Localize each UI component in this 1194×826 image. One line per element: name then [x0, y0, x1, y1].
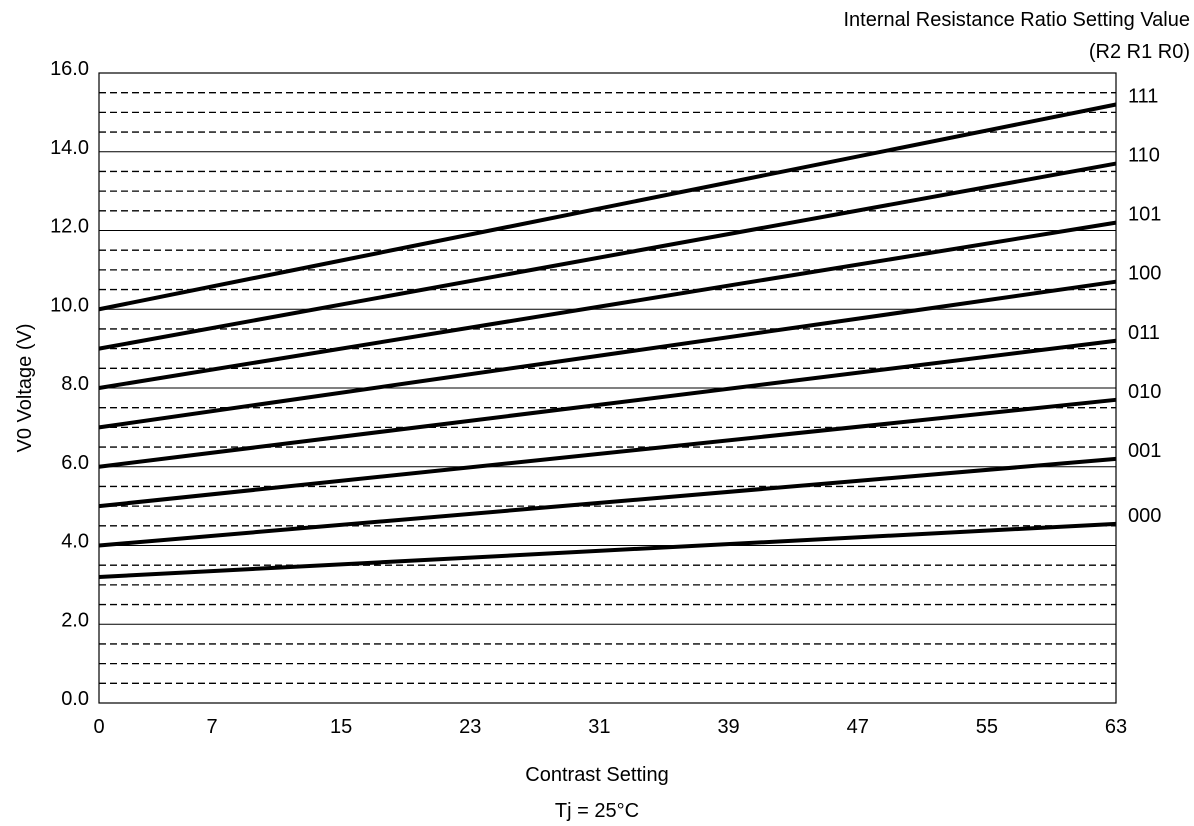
condition-note: Tj = 25°C [555, 800, 639, 822]
legend-label-111: 111 [1128, 86, 1158, 108]
x-tick-label: 47 [847, 716, 869, 738]
legend-label-000: 000 [1128, 505, 1161, 527]
y-tick-label: 10.0 [50, 294, 89, 316]
series-line-011 [98, 338, 1117, 469]
x-tick-label: 63 [1105, 716, 1127, 738]
y-tick-label: 2.0 [61, 609, 89, 631]
y-axis-label: V0 Voltage (V) [14, 324, 36, 453]
series-line-001 [98, 456, 1117, 548]
y-tick-label: 6.0 [61, 452, 89, 474]
y-tick-label: 16.0 [50, 58, 89, 80]
x-axis-label: Contrast Setting [525, 764, 668, 786]
x-tick-label: 23 [459, 716, 481, 738]
legend-label-010: 010 [1128, 381, 1161, 403]
y-tick-label: 8.0 [61, 373, 89, 395]
x-tick-label: 0 [93, 716, 104, 738]
legend-label-100: 100 [1128, 263, 1161, 285]
series-line-100 [98, 279, 1117, 430]
series-lines [98, 102, 1117, 579]
series-line-000 [98, 521, 1117, 579]
x-tick-label: 39 [717, 716, 739, 738]
y-tick-labels: 0.0 2.0 4.0 6.0 8.0 10.0 12.0 14.0 16.0 [50, 58, 89, 710]
legend-label-001: 001 [1128, 440, 1161, 462]
legend-labels: 000 001 010 011 100 101 110 111 [1128, 86, 1161, 527]
x-tick-label: 55 [976, 716, 998, 738]
y-tick-label: 12.0 [50, 216, 89, 238]
series-line-111 [98, 102, 1117, 312]
series-line-110 [98, 161, 1117, 351]
legend-label-101: 101 [1128, 204, 1161, 226]
y-tick-label: 14.0 [50, 137, 89, 159]
series-line-101 [98, 220, 1117, 390]
x-tick-labels: 0 7 15 23 31 39 47 55 63 [93, 716, 1127, 738]
y-tick-label: 4.0 [61, 531, 89, 553]
series-line-010 [98, 397, 1117, 509]
x-tick-label: 7 [206, 716, 217, 738]
plot-frame [98, 72, 1117, 704]
x-tick-label: 31 [588, 716, 610, 738]
legend-title: Internal Resistance Ratio Setting Value [844, 9, 1191, 31]
y-tick-label: 0.0 [61, 688, 89, 710]
legend-label-011: 011 [1128, 322, 1160, 344]
grid-lines [99, 92, 1116, 684]
legend-subtitle: (R2 R1 R0) [1089, 41, 1190, 63]
legend-label-110: 110 [1128, 145, 1160, 167]
x-tick-label: 15 [330, 716, 352, 738]
